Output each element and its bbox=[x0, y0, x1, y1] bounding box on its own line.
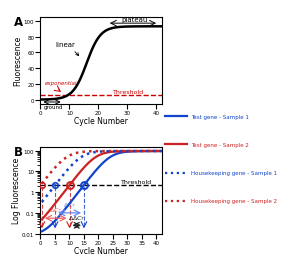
Text: $\Delta\Delta C_T$: $\Delta\Delta C_T$ bbox=[68, 214, 86, 223]
Text: ground: ground bbox=[43, 105, 63, 110]
Text: plateau: plateau bbox=[121, 17, 148, 23]
Text: B: B bbox=[14, 146, 23, 158]
Text: Test gene - Sample 2: Test gene - Sample 2 bbox=[191, 142, 249, 147]
Text: $\Delta C_T$: $\Delta C_T$ bbox=[49, 205, 62, 214]
Text: Housekeeping gene - Sample 2: Housekeeping gene - Sample 2 bbox=[191, 198, 277, 203]
Text: Threshold: Threshold bbox=[113, 89, 144, 94]
Text: exponential: exponential bbox=[45, 81, 77, 86]
Text: Housekeeping gene - Sample 1: Housekeeping gene - Sample 1 bbox=[191, 170, 277, 176]
Text: Threshold: Threshold bbox=[121, 179, 153, 184]
X-axis label: Cycle Number: Cycle Number bbox=[74, 246, 128, 254]
Text: A: A bbox=[14, 16, 23, 29]
Y-axis label: Log Fluorescence: Log Fluorescence bbox=[12, 157, 21, 224]
Text: $\Delta C_T$: $\Delta C_T$ bbox=[63, 200, 76, 209]
Text: linear: linear bbox=[55, 42, 79, 56]
Y-axis label: Fluorescence: Fluorescence bbox=[13, 36, 22, 86]
Text: Test gene - Sample 1: Test gene - Sample 1 bbox=[191, 114, 249, 119]
X-axis label: Cycle Number: Cycle Number bbox=[74, 117, 128, 126]
